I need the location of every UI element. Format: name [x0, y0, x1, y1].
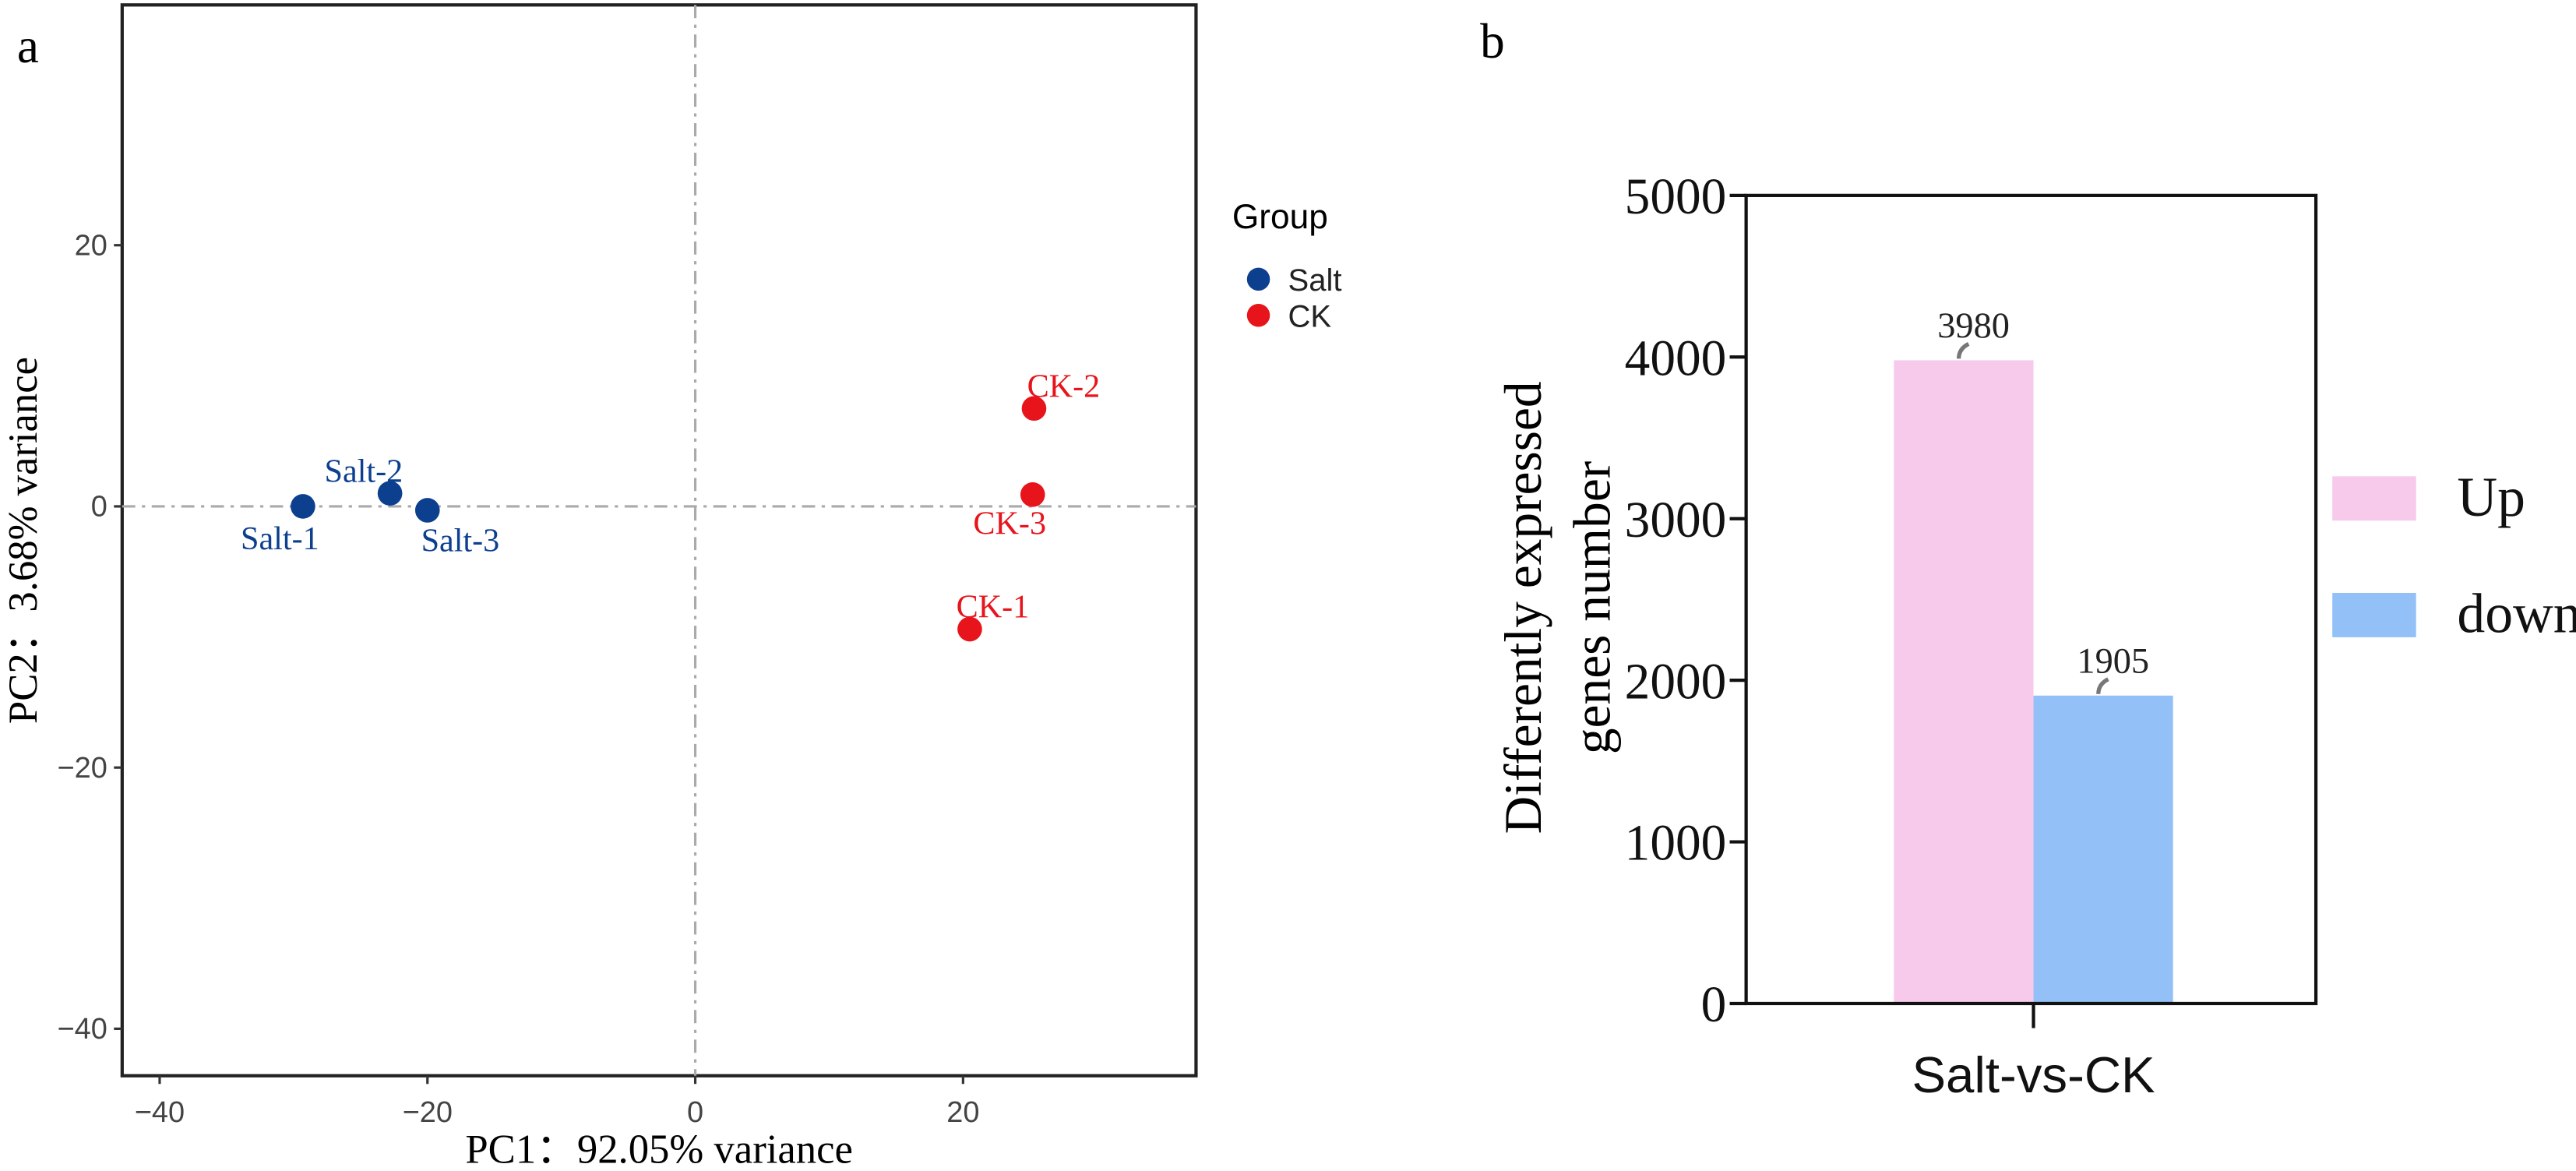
point-label: CK-2 — [1027, 368, 1101, 404]
data-point-salt-1 — [291, 494, 315, 519]
pca-x-axis-label: PC1：92.05% variance — [465, 1127, 853, 1171]
x-tick-label: −20 — [403, 1096, 453, 1129]
data-point-salt-2 — [377, 481, 403, 506]
y-tick-label: −40 — [57, 1013, 107, 1046]
data-label-leader — [2096, 677, 2109, 694]
y-tick-label: 2000 — [1625, 654, 1727, 710]
y-tick-label: 0 — [91, 491, 107, 524]
x-tick-label: 20 — [946, 1096, 979, 1129]
y-tick-label: 5000 — [1625, 169, 1727, 225]
y-tick-label: 4000 — [1625, 330, 1727, 386]
legend-marker-ck — [1246, 303, 1270, 327]
y-tick-label: 20 — [75, 229, 107, 262]
bar-legend: Up down — [2332, 466, 2576, 645]
data-label-leader — [1956, 341, 1970, 359]
legend-swatch-down — [2332, 592, 2416, 637]
pca-plot-frame — [120, 3, 1198, 1078]
x-tick-label: −40 — [135, 1096, 185, 1129]
data-point-salt-3 — [414, 498, 440, 523]
data-point-ck-3 — [1020, 482, 1045, 507]
point-label: Salt-2 — [325, 453, 403, 489]
bar-value-label: 3980 — [1937, 306, 2010, 346]
x-tick-label: Salt-vs-CK — [1912, 1046, 2155, 1103]
y-tick-label: 1000 — [1625, 816, 1727, 872]
x-tick-label: 0 — [687, 1096, 703, 1129]
legend-label-salt: Salt — [1288, 263, 1342, 298]
point-label: CK-1 — [957, 589, 1030, 626]
legend-marker-salt — [1246, 267, 1270, 291]
legend-label-up: Up — [2457, 466, 2525, 528]
data-point-ck-2 — [1021, 396, 1047, 421]
point-label: Salt-1 — [241, 520, 319, 557]
legend-title: Group — [1232, 198, 1328, 236]
legend-swatch-up — [2332, 476, 2416, 521]
panel-label-b: b — [1480, 14, 1505, 69]
y-tick-label: 0 — [1701, 977, 1727, 1033]
y-tick-label: 3000 — [1625, 492, 1727, 548]
data-point-ck-1 — [957, 616, 982, 642]
panel-label-a: a — [17, 19, 39, 73]
point-label: Salt-3 — [421, 523, 500, 559]
bar-y-axis-label-line2: genes number — [1563, 461, 1622, 754]
bar-plot-frame — [1744, 193, 2318, 1006]
pca-y-axis-label: PC2：3.68% variance — [1, 357, 46, 724]
bar-up — [1894, 360, 2034, 1003]
point-label: CK-3 — [973, 505, 1046, 541]
bar-y-axis-label-line1: Differently expressed — [1494, 381, 1552, 834]
deg-bar-panel: b 3980 1905 0 1000 2000 3000 4000 5000 Salt-vs-… — [1480, 14, 2576, 1103]
legend-label-ck: CK — [1288, 299, 1332, 333]
legend-label-down: down — [2457, 583, 2576, 645]
bar-value-label: 1905 — [2077, 641, 2149, 681]
bar-down — [2033, 695, 2173, 1003]
y-tick-label: −20 — [57, 752, 107, 785]
